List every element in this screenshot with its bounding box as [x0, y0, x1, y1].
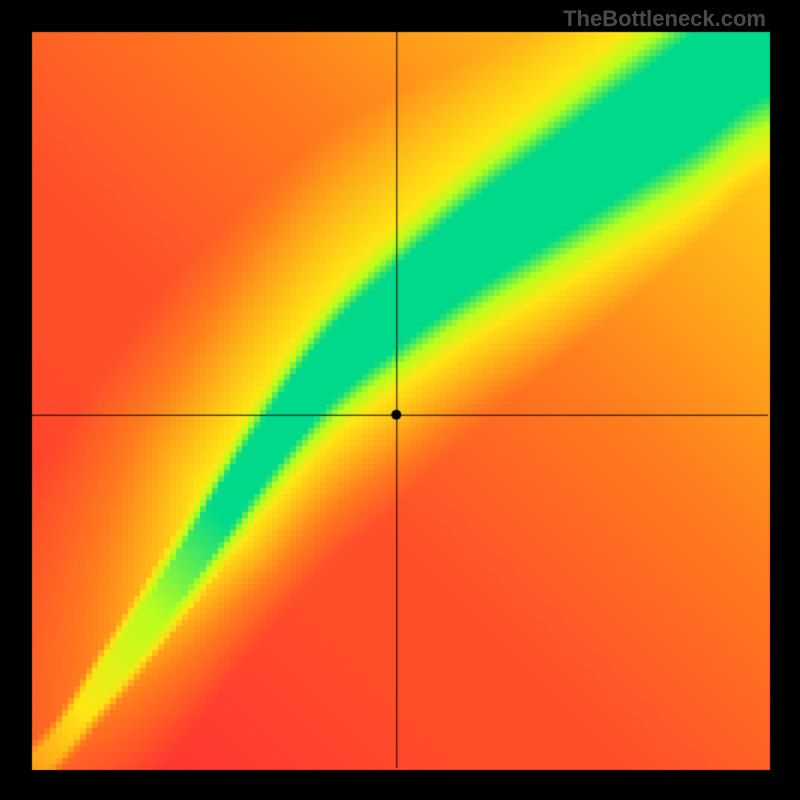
- bottleneck-heatmap: [0, 0, 800, 800]
- watermark-text: TheBottleneck.com: [563, 6, 766, 32]
